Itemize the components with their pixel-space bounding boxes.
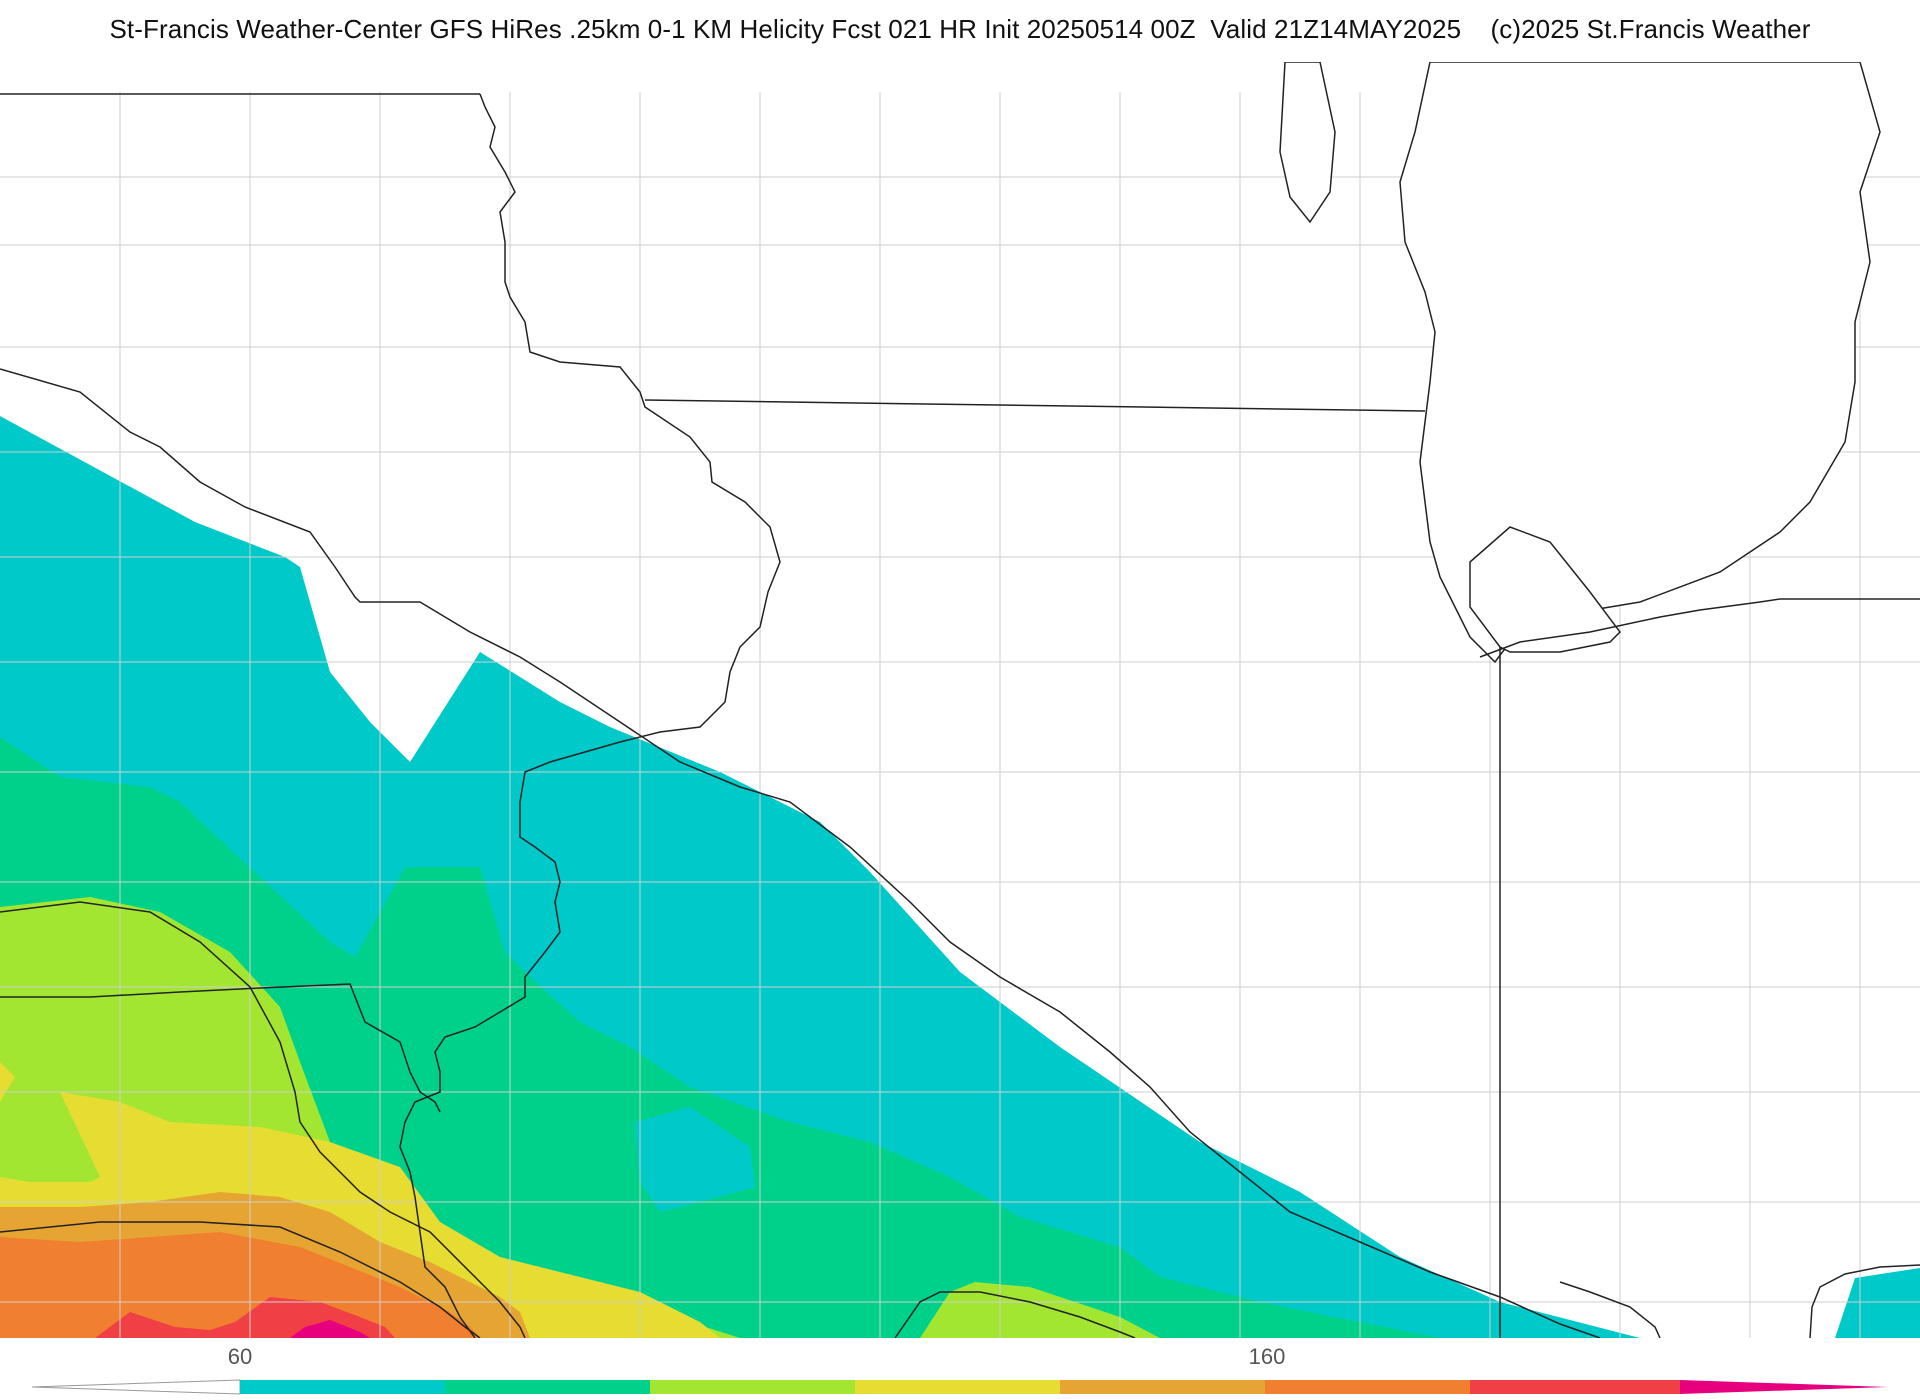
helicity-band-60-80-inner xyxy=(635,1107,755,1212)
state-boundaries xyxy=(0,93,1920,1338)
map-title: St-Francis Weather-Center GFS HiRes .25k… xyxy=(109,14,1811,44)
colorbar-segment-5 xyxy=(1060,1380,1265,1394)
colorbar-segment-6 xyxy=(1265,1380,1470,1394)
colorbar-under-triangle xyxy=(31,1379,241,1395)
colorbar-tick-160: 160 xyxy=(1248,1344,1286,1369)
colorbar-over-triangle xyxy=(1680,1380,1888,1394)
colorbar-tick-60: 60 xyxy=(227,1344,253,1369)
helicity-band-200-plus xyxy=(290,1320,370,1338)
colorbar-segment-2 xyxy=(445,1380,650,1394)
lake-michigan xyxy=(1279,62,1881,664)
colorbar-segment-7 xyxy=(1470,1380,1680,1394)
colorbar-segment-3 xyxy=(650,1380,855,1394)
colorbar-segment-4 xyxy=(855,1380,1060,1394)
helicity-fill-layer xyxy=(0,416,1920,1338)
helicity-map xyxy=(0,62,1920,1338)
county-boundaries xyxy=(0,92,1920,1338)
helicity-colorbar xyxy=(31,1379,1888,1395)
colorbar-segment-1 xyxy=(240,1380,445,1394)
helicity-band-60-80-east xyxy=(1835,1268,1920,1338)
